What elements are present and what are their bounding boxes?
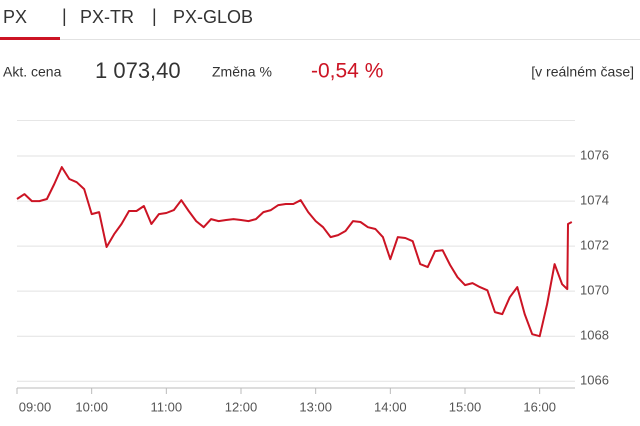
change: -0,54 %	[311, 60, 383, 83]
tab-separator: |	[152, 6, 157, 26]
x-tick-label: 12:00	[225, 399, 258, 414]
x-tick-label: 14:00	[374, 399, 407, 414]
x-tick-label: 11:00	[151, 399, 183, 414]
x-tick-label: 15:00	[449, 399, 482, 414]
y-tick-label: 1072	[580, 238, 609, 253]
price: 1 073,40	[95, 58, 181, 83]
tab[interactable]: PX-TR	[80, 7, 134, 27]
x-tick-label: 10:00	[75, 399, 108, 414]
y-tick-label: 1068	[580, 328, 609, 343]
x-tick-label: 13:00	[299, 399, 332, 414]
change-label: Změna %	[212, 64, 272, 80]
y-tick-label: 1076	[580, 147, 609, 162]
tab-separator: |	[62, 6, 67, 26]
tab-underline	[0, 37, 60, 40]
tab-active[interactable]: PX	[3, 7, 27, 27]
x-tick-label: 16:00	[523, 399, 556, 414]
x-tick-label: 09:00	[19, 399, 52, 414]
y-tick-label: 1066	[580, 373, 609, 388]
y-tick-label: 1074	[580, 193, 609, 208]
y-tick-label: 1070	[580, 283, 609, 298]
realtime-note: [v reálném čase]	[531, 64, 634, 80]
price-line	[16, 166, 573, 338]
tab[interactable]: PX-GLOB	[173, 7, 253, 27]
price-label: Akt. cena	[3, 64, 62, 80]
